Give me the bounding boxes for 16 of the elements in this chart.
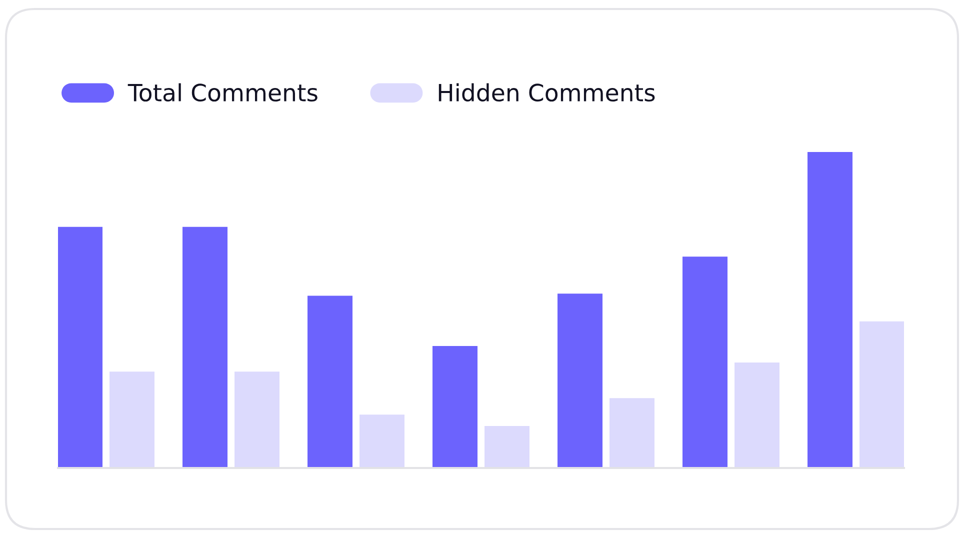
legend-label: Hidden Comments (438, 83, 655, 102)
bar (308, 296, 352, 468)
bar (110, 372, 154, 468)
bar (682, 256, 728, 468)
bar (484, 426, 530, 468)
bar (234, 372, 280, 468)
bar (360, 414, 404, 468)
bar (58, 226, 102, 468)
bar (808, 152, 852, 468)
bar (558, 294, 602, 468)
bar (432, 346, 478, 468)
bar (182, 226, 228, 468)
bar (734, 362, 780, 468)
bar (610, 398, 654, 468)
legend-label: Total Comments (128, 83, 318, 102)
bar (860, 321, 904, 468)
